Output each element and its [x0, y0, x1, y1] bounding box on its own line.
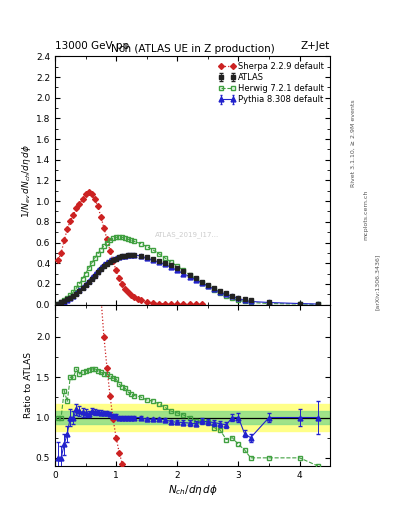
Sherpa 2.2.9 default	[123, 286, 128, 292]
Sherpa 2.2.9 default	[126, 289, 131, 295]
Title: Nch (ATLAS UE in Z production): Nch (ATLAS UE in Z production)	[111, 44, 274, 54]
Sherpa 2.2.9 default	[68, 218, 73, 224]
Sherpa 2.2.9 default	[86, 189, 91, 195]
Line: Sherpa 2.2.9 default: Sherpa 2.2.9 default	[56, 190, 204, 307]
Sherpa 2.2.9 default	[193, 302, 198, 308]
Text: Z+Jet: Z+Jet	[301, 40, 330, 51]
Sherpa 2.2.9 default	[59, 250, 64, 256]
Y-axis label: $1/N_{ev}\,dN_{ch}/d\eta\,d\phi$: $1/N_{ev}\,dN_{ch}/d\eta\,d\phi$	[20, 143, 33, 218]
Sherpa 2.2.9 default	[71, 211, 76, 218]
Text: Rivet 3.1.10, ≥ 2.9M events: Rivet 3.1.10, ≥ 2.9M events	[351, 99, 356, 187]
Sherpa 2.2.9 default	[114, 267, 119, 273]
Sherpa 2.2.9 default	[99, 214, 103, 220]
Sherpa 2.2.9 default	[169, 301, 174, 307]
Sherpa 2.2.9 default	[144, 299, 149, 305]
Sherpa 2.2.9 default	[77, 201, 82, 207]
Sherpa 2.2.9 default	[74, 205, 79, 211]
Sherpa 2.2.9 default	[80, 196, 85, 202]
Sherpa 2.2.9 default	[108, 248, 112, 254]
Legend: Sherpa 2.2.9 default, ATLAS, Herwig 7.2.1 default, Pythia 8.308 default: Sherpa 2.2.9 default, ATLAS, Herwig 7.2.…	[217, 60, 326, 106]
X-axis label: $N_{ch}/d\eta\,d\phi$: $N_{ch}/d\eta\,d\phi$	[167, 482, 218, 497]
Sherpa 2.2.9 default	[83, 191, 88, 197]
Sherpa 2.2.9 default	[95, 203, 100, 209]
Sherpa 2.2.9 default	[199, 302, 204, 308]
Sherpa 2.2.9 default	[101, 225, 106, 231]
Sherpa 2.2.9 default	[111, 258, 116, 264]
Sherpa 2.2.9 default	[117, 274, 121, 281]
Sherpa 2.2.9 default	[151, 300, 155, 306]
Sherpa 2.2.9 default	[163, 301, 167, 307]
Sherpa 2.2.9 default	[132, 294, 137, 301]
Sherpa 2.2.9 default	[92, 196, 97, 202]
Text: ATLAS_2019_I17...: ATLAS_2019_I17...	[155, 231, 219, 239]
Sherpa 2.2.9 default	[65, 226, 70, 232]
Sherpa 2.2.9 default	[135, 296, 140, 303]
Sherpa 2.2.9 default	[187, 302, 192, 308]
Sherpa 2.2.9 default	[181, 301, 186, 307]
Text: mcplots.cern.ch: mcplots.cern.ch	[363, 190, 368, 240]
Sherpa 2.2.9 default	[156, 301, 161, 307]
Sherpa 2.2.9 default	[129, 292, 134, 298]
Sherpa 2.2.9 default	[56, 257, 61, 263]
Text: 13000 GeV pp: 13000 GeV pp	[55, 40, 129, 51]
Sherpa 2.2.9 default	[105, 237, 109, 243]
Sherpa 2.2.9 default	[89, 191, 94, 197]
Sherpa 2.2.9 default	[120, 281, 125, 287]
Y-axis label: Ratio to ATLAS: Ratio to ATLAS	[24, 352, 33, 418]
Sherpa 2.2.9 default	[62, 238, 66, 244]
Text: [arXiv:1306.3436]: [arXiv:1306.3436]	[375, 253, 380, 310]
Sherpa 2.2.9 default	[138, 297, 143, 304]
Sherpa 2.2.9 default	[175, 301, 180, 307]
